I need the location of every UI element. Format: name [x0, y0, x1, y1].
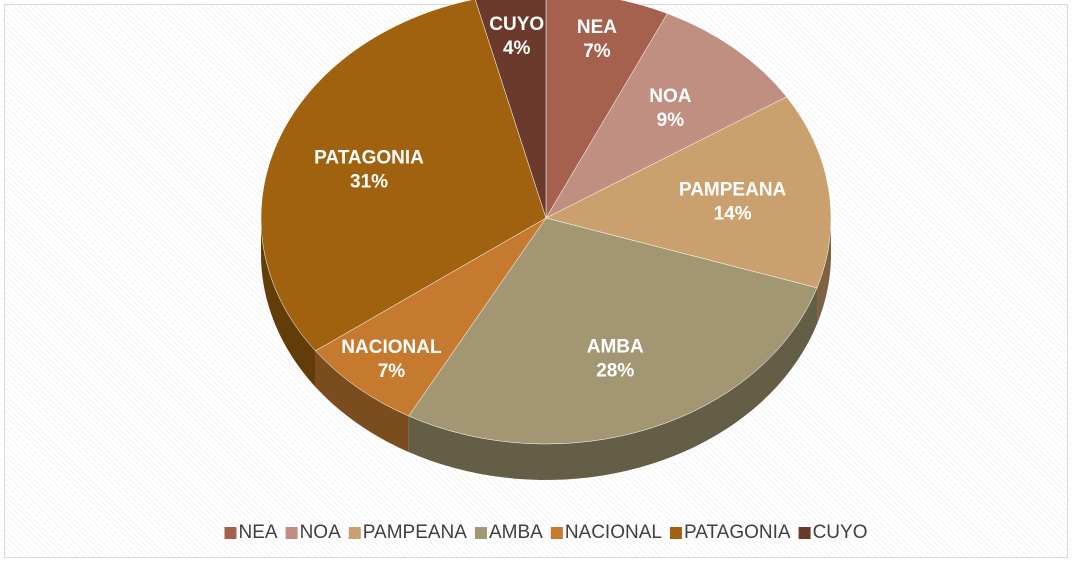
data-label: NACIONAL 7%	[341, 337, 442, 382]
label-value: 31%	[350, 171, 388, 192]
legend-label: CUYO	[813, 522, 868, 543]
legend-swatch	[285, 527, 298, 539]
data-label: CUYO 4%	[489, 14, 544, 59]
label-value: 7%	[378, 361, 406, 382]
data-label: PATAGONIA 31%	[314, 147, 424, 192]
legend-swatch	[474, 527, 487, 539]
label-category: PATAGONIA	[314, 147, 424, 168]
pie-slice	[408, 217, 818, 445]
pie-slice	[315, 217, 547, 417]
pie-slice	[545, 96, 832, 289]
slice-side	[408, 287, 818, 480]
legend-label: NEA	[239, 522, 278, 543]
data-label: NEA 7%	[577, 17, 617, 62]
label-category: PAMPEANA	[679, 179, 787, 200]
data-label: AMBA 28%	[587, 337, 644, 382]
legend-swatch	[348, 527, 361, 539]
legend: NEA NOA PAMPEANA AMBA NACIONAL PATAGONIA CUYO	[224, 522, 868, 543]
legend-swatch	[550, 527, 563, 539]
legend-label: PATAGONIA	[684, 522, 791, 543]
label-value: 4%	[503, 38, 531, 59]
label-value: 28%	[596, 361, 634, 382]
label-category: NOA	[649, 86, 692, 107]
data-label: NOA 9%	[649, 86, 692, 131]
data-label: PAMPEANA 14%	[679, 179, 787, 224]
slice-side	[817, 218, 831, 324]
label-category: CUYO	[489, 14, 544, 35]
legend-swatch	[224, 527, 237, 539]
label-category: AMBA	[587, 337, 644, 358]
pie-slice	[475, 0, 547, 219]
pie-slice	[260, 0, 547, 352]
legend-label: NOA	[300, 522, 342, 543]
label-value: 7%	[583, 41, 611, 62]
legend-label: PAMPEANA	[363, 522, 468, 543]
label-category: NEA	[577, 17, 617, 38]
legend-label: AMBA	[489, 522, 543, 543]
legend-swatch	[669, 527, 682, 539]
label-value: 9%	[657, 110, 685, 131]
label-category: NACIONAL	[341, 337, 442, 358]
legend-swatch	[798, 527, 811, 539]
pie-slice	[545, 13, 788, 219]
label-value: 14%	[714, 203, 752, 224]
pie-slice	[545, 0, 668, 219]
slice-side	[315, 350, 409, 453]
slice-side	[261, 218, 316, 387]
legend-label: NACIONAL	[565, 522, 662, 543]
